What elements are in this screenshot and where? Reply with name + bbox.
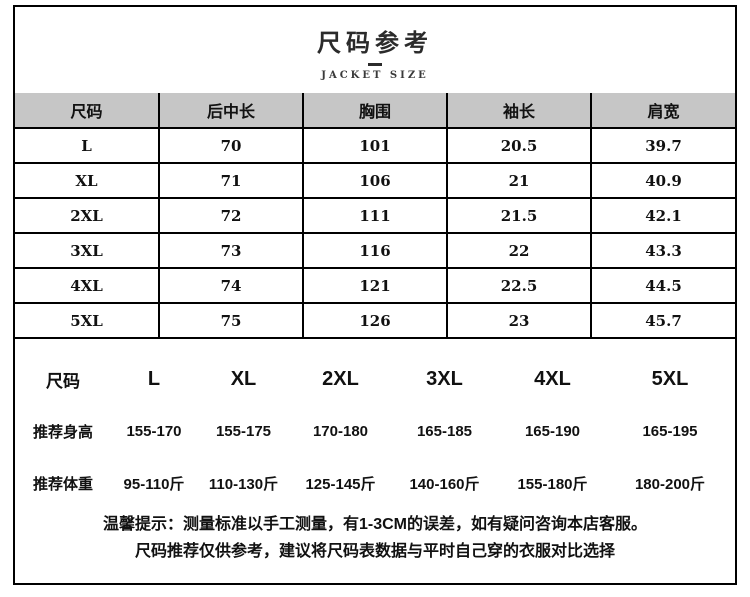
cell-back-length: 73 (158, 232, 304, 269)
height-range: 165-195 (642, 422, 698, 440)
column-header-size: 尺码 (15, 93, 160, 129)
weight-range: 155-180斤 (517, 475, 588, 493)
table-row: 3XL 73 116 22 43.3 (15, 232, 735, 269)
column-header-shoulder: 肩宽 (590, 93, 735, 129)
notes-section: 温馨提示：测量标准以手工测量，有1-3CM的误差，如有疑问咨询本店客服。 尺码推… (15, 511, 735, 565)
cell-chest: 116 (302, 232, 448, 269)
cell-size: 5XL (15, 302, 160, 339)
size-option: 5XL (651, 367, 689, 390)
table-row: XL 71 106 21 40.9 (15, 162, 735, 199)
table-row: 2XL 72 111 21.5 42.1 (15, 197, 735, 234)
height-range: 165-185 (416, 422, 473, 440)
table-row: 5XL 75 126 23 45.7 (15, 302, 735, 339)
height-range: 165-190 (524, 422, 581, 440)
height-range: 155-170 (126, 422, 182, 440)
cell-sleeve: 23 (446, 302, 592, 339)
cell-size: 2XL (15, 197, 160, 234)
cell-back-length: 75 (158, 302, 304, 339)
cell-chest: 101 (302, 127, 448, 164)
column-header-sleeve: 袖长 (446, 93, 592, 129)
cell-chest: 111 (302, 197, 448, 234)
height-range: 155-175 (215, 422, 272, 440)
note-size-advice: 尺码推荐仅供参考，建议将尺码表数据与平时自己穿的衣服对比选择 (134, 543, 615, 560)
page-title: 尺码参考 (317, 28, 433, 57)
title-block: 尺码参考 JACKET SIZE (15, 7, 735, 93)
cell-shoulder: 39.7 (590, 127, 735, 164)
size-recommendation-section: 尺码 L XL 2XL 3XL 4XL 5XL 推荐身高 155-170 155… (15, 353, 735, 509)
weight-row-label: 推荐体重 (32, 475, 93, 493)
table-row: 4XL 74 121 22.5 44.5 (15, 267, 735, 304)
page-subtitle: JACKET SIZE (321, 70, 429, 81)
size-option: L (147, 367, 161, 390)
size-option: 3XL (426, 367, 463, 390)
cell-shoulder: 43.3 (590, 232, 735, 269)
recommendation-size-row: 尺码 L XL 2XL 3XL 4XL 5XL (15, 353, 735, 405)
cell-shoulder: 40.9 (590, 162, 735, 199)
title-divider (368, 63, 382, 66)
cell-sleeve: 21.5 (446, 197, 592, 234)
size-option: 4XL (534, 367, 571, 390)
cell-shoulder: 42.1 (590, 197, 735, 234)
cell-sleeve: 21 (446, 162, 592, 199)
cell-size: L (15, 127, 160, 164)
table-header-row: 尺码 后中长 胸围 袖长 肩宽 (15, 93, 735, 129)
weight-range: 180-200斤 (634, 475, 706, 493)
size-chart-panel: 尺码参考 JACKET SIZE 尺码 后中长 胸围 袖长 肩宽 L 70 10… (13, 5, 737, 585)
weight-range: 110-130斤 (208, 475, 279, 493)
weight-range: 95-110斤 (123, 475, 185, 493)
cell-back-length: 72 (158, 197, 304, 234)
column-header-chest: 胸围 (302, 93, 448, 129)
cell-chest: 121 (302, 267, 448, 304)
cell-back-length: 74 (158, 267, 304, 304)
cell-chest: 106 (302, 162, 448, 199)
size-row-label: 尺码 (46, 371, 80, 391)
cell-chest: 126 (302, 302, 448, 339)
cell-back-length: 71 (158, 162, 304, 199)
cell-sleeve: 22.5 (446, 267, 592, 304)
table-row: L 70 101 20.5 39.7 (15, 127, 735, 164)
note-measurement-tolerance: 温馨提示：测量标准以手工测量，有1-3CM的误差，如有疑问咨询本店客服。 (102, 516, 647, 533)
cell-size: XL (15, 162, 160, 199)
column-header-back-length: 后中长 (158, 93, 304, 129)
cell-sleeve: 22 (446, 232, 592, 269)
cell-size: 3XL (15, 232, 160, 269)
size-option: 2XL (322, 367, 359, 390)
cell-shoulder: 44.5 (590, 267, 735, 304)
cell-shoulder: 45.7 (590, 302, 735, 339)
size-measurement-table: 尺码 后中长 胸围 袖长 肩宽 L 70 101 20.5 39.7 XL 71… (15, 93, 735, 339)
cell-sleeve: 20.5 (446, 127, 592, 164)
weight-range: 140-160斤 (409, 475, 480, 493)
height-range: 170-180 (312, 422, 369, 440)
recommendation-height-row: 推荐身高 155-170 155-175 170-180 165-185 165… (15, 405, 735, 457)
size-option: XL (230, 367, 257, 390)
height-row-label: 推荐身高 (32, 423, 93, 441)
cell-size: 4XL (15, 267, 160, 304)
weight-range: 125-145斤 (305, 475, 376, 493)
cell-back-length: 70 (158, 127, 304, 164)
recommendation-weight-row: 推荐体重 95-110斤 110-130斤 125-145斤 140-160斤 … (15, 457, 735, 509)
